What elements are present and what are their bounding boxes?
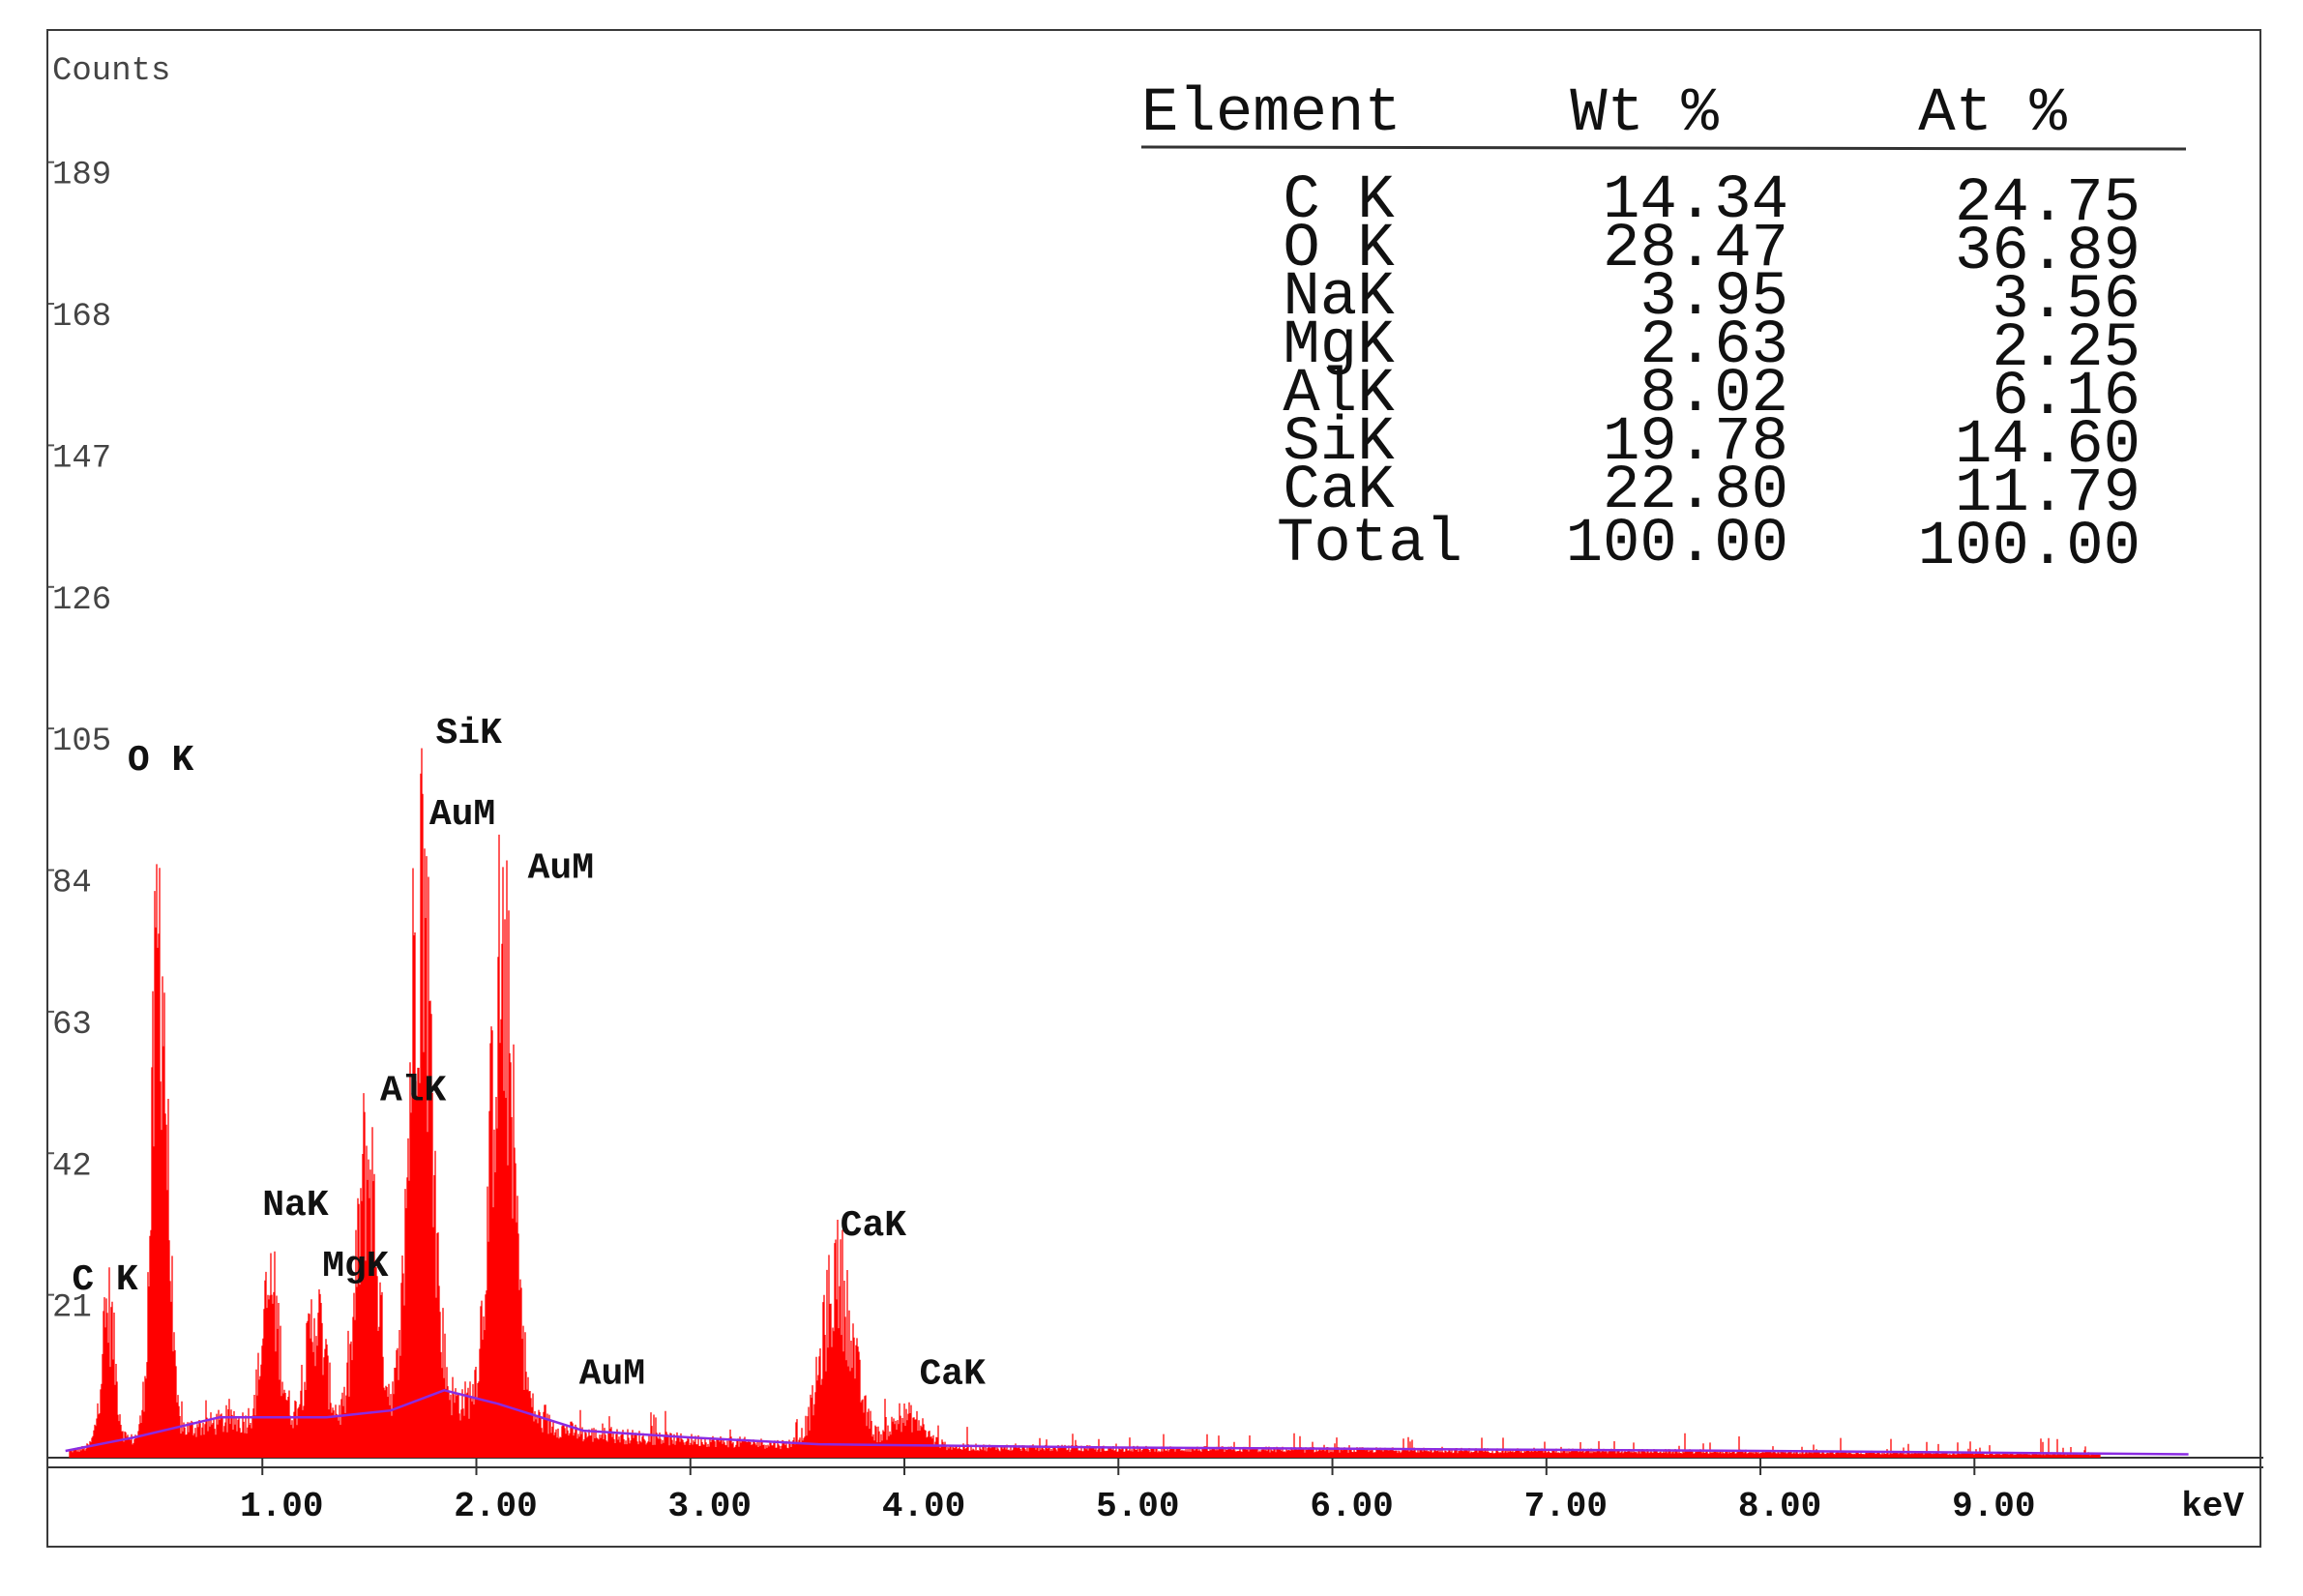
y-tick-label: 21 — [52, 1290, 92, 1327]
table-cell-wt: 2.63 — [1639, 311, 1788, 381]
x-tick-label: 4.00 — [882, 1487, 965, 1526]
table-cell-at: 100.00 — [1918, 513, 2141, 582]
table-cell-at: 2.25 — [1992, 314, 2141, 384]
table-cell-element: C K — [1283, 166, 1395, 236]
table-cell-wt: 19.78 — [1603, 408, 1788, 478]
table-cell-element: O K — [1283, 215, 1395, 284]
y-tick-label: 126 — [52, 582, 111, 619]
table-cell-at: 3.56 — [1992, 266, 2141, 336]
y-tick-label: 105 — [52, 724, 111, 760]
y-tick-label: 147 — [52, 440, 111, 477]
table-header-0: Element — [1141, 79, 1402, 149]
table-cell-element: NaK — [1283, 263, 1395, 333]
composition-table: Element Wt % At % C K 14.34 24.75 O K 28.47 36.8… — [1140, 79, 2187, 582]
x-tick-label: 8.00 — [1738, 1487, 1821, 1526]
y-axis-label: Counts — [52, 53, 170, 90]
x-tick-label: 1.00 — [240, 1487, 323, 1526]
table-cell-at: 11.79 — [1955, 459, 2141, 529]
table-header-rule — [1140, 145, 2187, 151]
y-tick-label: 63 — [52, 1007, 92, 1044]
table-cell-element: SiK — [1283, 408, 1395, 478]
peak-label: C K — [72, 1259, 138, 1301]
eds-spectrum-chart: Counts 21 42 63 84 105 126 147 168 189 1.00 2.00 3.0… — [48, 53, 2263, 1526]
table-cell-element: Total — [1277, 510, 1462, 579]
spectrum-frame: Counts 21 42 63 84 105 126 147 168 189 1.00 2.00 3.0… — [46, 29, 2263, 1548]
table-cell-wt: 14.34 — [1603, 166, 1788, 236]
background-curve-group — [65, 1388, 2189, 1456]
peak-labels-group: C K O K NaK MgK AlK SiK AuM AuM AuM CaK CaK — [72, 713, 986, 1395]
peak-label: CaK — [920, 1353, 987, 1395]
table-cell-at: 36.89 — [1955, 218, 2141, 287]
y-tick-label: 84 — [52, 866, 92, 902]
y-tick-label: 168 — [52, 299, 111, 336]
peak-label: SiK — [435, 713, 502, 754]
table-cell-at: 6.16 — [1992, 363, 2141, 432]
axes-group: Counts 21 42 63 84 105 126 147 168 189 1.00 2.00 3.0… — [48, 53, 2263, 1526]
spectrum-counts — [69, 748, 2101, 1458]
y-tick-label: 189 — [52, 158, 111, 194]
x-tick-label: 5.00 — [1096, 1487, 1179, 1526]
table-cell-wt: 28.47 — [1603, 215, 1788, 284]
table-cell-element: CaK — [1283, 457, 1395, 526]
y-tick-label: 42 — [52, 1148, 92, 1185]
peak-label: NaK — [262, 1185, 329, 1227]
table-cell-at: 14.60 — [1955, 411, 2141, 481]
peak-label: O K — [128, 740, 194, 782]
table-cell-wt: 100.00 — [1566, 510, 1788, 579]
background-fit-line — [65, 1388, 2189, 1456]
table-cell-at: 24.75 — [1955, 169, 2141, 239]
x-tick-label: 2.00 — [454, 1487, 537, 1526]
x-tick-label: 3.00 — [668, 1487, 752, 1526]
table-cell-wt: 8.02 — [1639, 360, 1788, 429]
peak-label: AlK — [380, 1071, 447, 1112]
peak-label: AuM — [429, 794, 495, 836]
table-header-2: At % — [1918, 79, 2067, 149]
x-tick-label: 7.00 — [1524, 1487, 1608, 1526]
x-tick-label: 6.00 — [1310, 1487, 1393, 1526]
table-cell-wt: 3.95 — [1639, 263, 1788, 333]
table-cell-wt: 22.80 — [1603, 457, 1788, 526]
table-header-1: Wt % — [1570, 79, 1719, 149]
peak-label: AuM — [579, 1353, 645, 1395]
table-cell-element: MgK — [1283, 311, 1395, 381]
peak-label: CaK — [841, 1205, 907, 1247]
table-cell-element: AlK — [1283, 360, 1395, 429]
x-axis-label: keV — [2181, 1487, 2244, 1526]
spectrum-bars — [69, 748, 2101, 1458]
peak-label: AuM — [528, 848, 594, 890]
x-tick-label: 9.00 — [1952, 1487, 2035, 1526]
peak-label: MgK — [322, 1246, 389, 1287]
